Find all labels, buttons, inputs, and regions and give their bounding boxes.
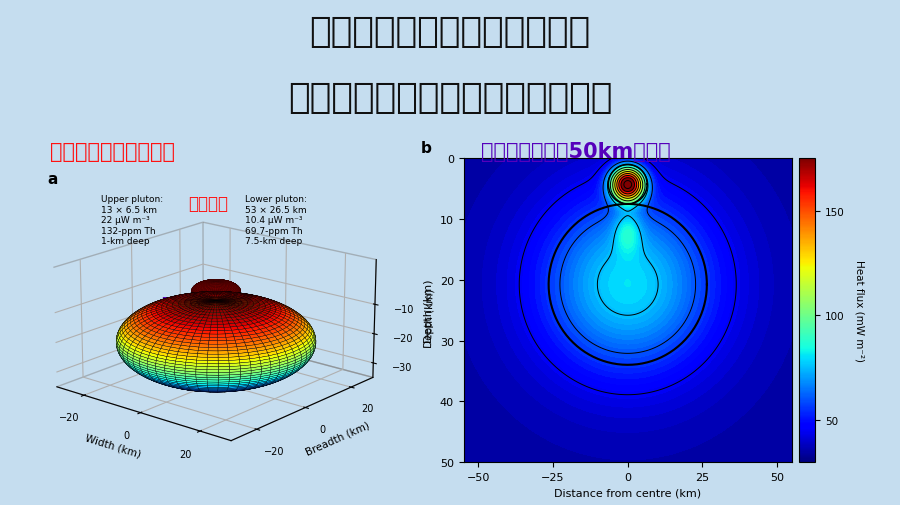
Y-axis label: Heat flux (mW m⁻²): Heat flux (mW m⁻²) [854,260,864,362]
Text: 地表部分は氷山の一角であり: 地表部分は氷山の一角であり [310,15,590,49]
Text: b: b [421,141,432,156]
Text: 地表部分: 地表部分 [188,195,228,213]
X-axis label: Distance from centre (km): Distance from centre (km) [554,487,701,497]
Text: 地下に巨大な塊がある: 地下に巨大な塊がある [50,141,175,162]
Y-axis label: Breadth (km): Breadth (km) [304,420,372,457]
Text: a: a [48,172,58,186]
Text: Lower pluton:
53 × 26.5 km
10.4 μW m⁻³
69.7-ppm Th
7.5-km deep: Lower pluton: 53 × 26.5 km 10.4 μW m⁻³ 6… [245,195,307,245]
Text: 地下部分: 地下部分 [161,295,204,313]
X-axis label: Width (km): Width (km) [84,432,142,459]
Text: 地下部分は全長50kmになる: 地下部分は全長50kmになる [482,141,670,162]
Y-axis label: Depth (km): Depth (km) [424,279,434,342]
Text: Upper pluton:
13 × 6.5 km
22 μW m⁻³
132-ppm Th
1-km deep: Upper pluton: 13 × 6.5 km 22 μW m⁻³ 132-… [102,195,164,245]
Text: 発熱体の本体は地下にありました: 発熱体の本体は地下にありました [288,81,612,115]
